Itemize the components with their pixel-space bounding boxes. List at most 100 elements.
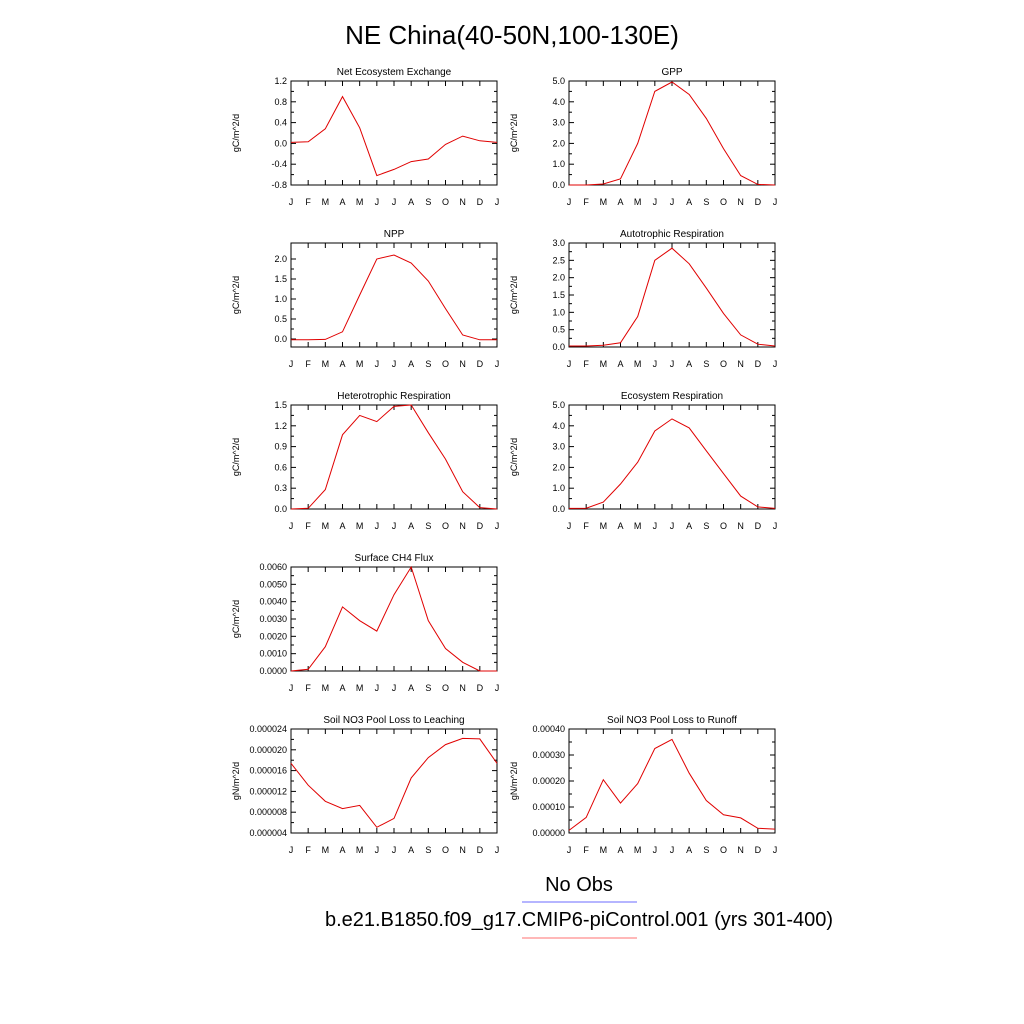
y-tick-label: 2.5 xyxy=(552,255,565,265)
x-tick-label: M xyxy=(600,359,608,369)
panel-6: Ecosystem Respiration 5.0 4.0 3.0 2.0 1.0 0.0 J… xyxy=(509,391,777,531)
x-tick-label: J xyxy=(392,845,397,855)
y-tick-label: 1.5 xyxy=(274,400,287,410)
series-line xyxy=(290,404,498,510)
x-tick-label: J xyxy=(773,197,778,207)
x-tick-label: N xyxy=(737,845,744,855)
x-tick-label: S xyxy=(425,845,431,855)
x-tick-label: J xyxy=(670,521,675,531)
panel-title: Soil NO3 Pool Loss to Runoff xyxy=(607,715,737,726)
x-tick-label: N xyxy=(459,845,466,855)
y-tick-label: 0.00000 xyxy=(532,828,565,838)
panel-title: Net Ecosystem Exchange xyxy=(337,67,452,78)
x-tick-label: J xyxy=(392,683,397,693)
panel-4: Autotrophic Respiration 3.0 2.5 2.0 1.5 1.0 0.… xyxy=(509,229,777,369)
x-tick-label: J xyxy=(670,359,675,369)
y-tick-label: 0.0030 xyxy=(259,614,287,624)
x-tick-label: J xyxy=(567,359,572,369)
y-tick-label: 4.0 xyxy=(552,421,565,431)
y-tick-label: 0.0 xyxy=(552,504,565,514)
x-tick-label: J xyxy=(289,683,294,693)
x-tick-label: S xyxy=(425,197,431,207)
x-tick-label: A xyxy=(686,845,692,855)
y-tick-label: 1.2 xyxy=(274,421,287,431)
series-line xyxy=(569,81,776,186)
y-tick-label: 5.0 xyxy=(552,76,565,86)
x-tick-label: F xyxy=(583,359,589,369)
panel-title: Heterotrophic Respiration xyxy=(337,391,450,402)
y-tick-label: 0.4 xyxy=(274,118,287,128)
x-tick-label: M xyxy=(634,845,642,855)
x-tick-label: J xyxy=(495,197,500,207)
x-tick-label: J xyxy=(653,521,658,531)
y-tick-label: 0.9 xyxy=(274,442,287,452)
panel-9: Soil NO3 Pool Loss to Runoff 0.00040 0.000… xyxy=(509,715,777,855)
y-tick-label: 2.0 xyxy=(552,462,565,472)
x-tick-label: A xyxy=(408,521,414,531)
x-tick-label: A xyxy=(339,845,345,855)
y-tick-label: 0.5 xyxy=(552,325,565,335)
plot-frame xyxy=(290,242,498,348)
y-tick-label: 0.0 xyxy=(274,504,287,514)
y-tick-label: 0.000012 xyxy=(249,786,287,796)
y-tick-label: 2.0 xyxy=(552,273,565,283)
y-tick-label: 1.0 xyxy=(552,307,565,317)
x-tick-label: J xyxy=(392,521,397,531)
x-tick-label: A xyxy=(617,845,623,855)
y-tick-label: 5.0 xyxy=(552,400,565,410)
x-tick-label: A xyxy=(408,359,414,369)
x-tick-label: A xyxy=(617,197,623,207)
y-axis-label: gC/m^2/d xyxy=(509,438,519,476)
x-tick-label: M xyxy=(634,197,642,207)
panel-8: Soil NO3 Pool Loss to Leaching 0.000024 0.… xyxy=(231,715,499,855)
y-tick-label: 0.0040 xyxy=(259,597,287,607)
y-tick-label: -0.4 xyxy=(271,159,287,169)
panel-title: Autotrophic Respiration xyxy=(620,229,724,240)
x-tick-label: A xyxy=(686,197,692,207)
x-tick-label: M xyxy=(356,845,364,855)
x-tick-label: F xyxy=(305,683,311,693)
x-tick-label: D xyxy=(755,521,762,531)
y-tick-label: 1.0 xyxy=(552,483,565,493)
plot-frame xyxy=(568,404,776,510)
y-tick-label: 3.0 xyxy=(552,442,565,452)
y-axis-label: gC/m^2/d xyxy=(231,276,241,314)
panel-7: Surface CH4 Flux 0.0060 0.0050 0.0040 0.0030… xyxy=(231,553,499,693)
series-line xyxy=(291,254,497,341)
x-tick-label: N xyxy=(459,359,466,369)
x-tick-label: M xyxy=(634,359,642,369)
y-axis-label: gC/m^2/d xyxy=(509,276,519,314)
series-line xyxy=(290,565,497,672)
x-tick-label: N xyxy=(737,359,744,369)
y-tick-label: 0.00040 xyxy=(532,724,565,734)
y-axis-label: gC/m^2/d xyxy=(509,114,519,152)
y-tick-label: 0.0 xyxy=(552,180,565,190)
y-tick-label: 0.0020 xyxy=(259,631,287,641)
y-tick-label: 3.0 xyxy=(552,238,565,248)
x-tick-label: A xyxy=(339,359,345,369)
y-tick-label: 1.5 xyxy=(552,290,565,300)
x-tick-label: N xyxy=(737,197,744,207)
y-tick-label: 0.0010 xyxy=(259,649,287,659)
x-tick-label: O xyxy=(442,683,449,693)
panel-5: Heterotrophic Respiration 1.5 1.2 0.9 0.6 0.3… xyxy=(231,391,499,531)
y-tick-label: 1.5 xyxy=(274,274,287,284)
x-tick-label: M xyxy=(356,521,364,531)
x-tick-label: F xyxy=(583,197,589,207)
x-tick-label: A xyxy=(408,197,414,207)
legend: No Obs b.e21.B1850.f09_g17.CMIP6-piContr… xyxy=(325,874,833,939)
y-tick-label: 0.0 xyxy=(274,138,287,148)
y-tick-label: 0.00010 xyxy=(532,802,565,812)
x-tick-label: F xyxy=(305,845,311,855)
x-tick-label: J xyxy=(375,683,380,693)
y-tick-label: 0.00030 xyxy=(532,750,565,760)
x-tick-label: O xyxy=(442,521,449,531)
x-tick-label: M xyxy=(322,683,330,693)
panel-title: Ecosystem Respiration xyxy=(621,391,723,402)
x-tick-label: J xyxy=(653,359,658,369)
x-tick-label: F xyxy=(305,197,311,207)
x-tick-label: A xyxy=(617,521,623,531)
